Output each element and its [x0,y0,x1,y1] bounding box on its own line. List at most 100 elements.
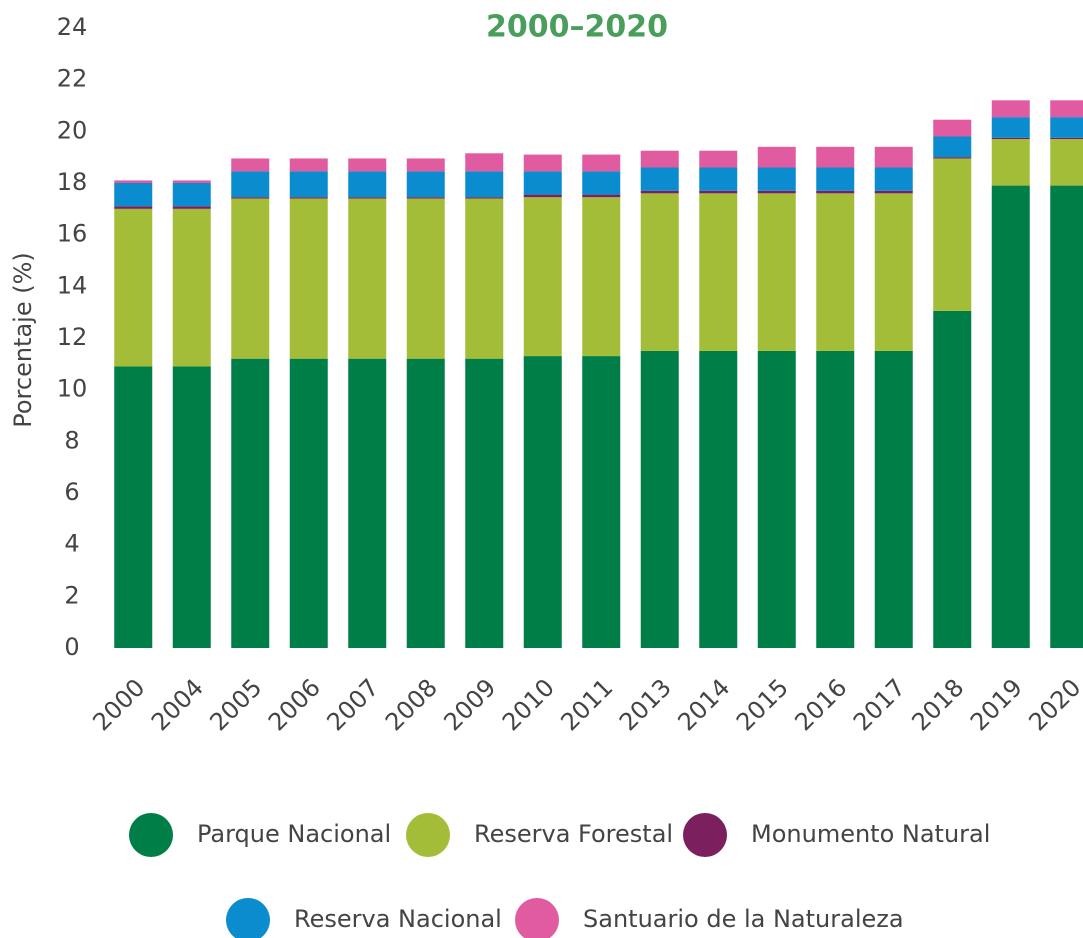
bar-segment [289,171,328,198]
bar-segment [699,350,738,648]
bar-segment [699,193,738,351]
bar-segment [348,158,387,172]
bar-segment [114,366,153,648]
bar-segment [231,171,270,198]
bar-segment [523,171,562,195]
bar-segment [991,100,1030,118]
bar-segment [874,167,913,191]
bar-segment [231,197,270,199]
chart-title: 2000–2020 [486,10,668,45]
bar-segment [640,167,679,191]
legend-swatch [129,813,173,857]
bar-segment [757,193,796,351]
bar-segment [933,119,972,137]
x-tick-label: 2005 [204,673,267,736]
bar-segment [172,366,211,648]
bar-segment [933,136,972,158]
bar-segment [757,190,796,194]
y-tick-label: 20 [57,116,88,144]
bar-segment [582,194,621,198]
bar-segment [757,167,796,191]
bar-segment [1050,185,1083,649]
bar-segment [348,197,387,199]
legend-swatch [515,898,559,938]
bar-segment [874,146,913,168]
y-axis-label: Porcentaje (%) [9,252,37,428]
bar-segment [172,183,211,207]
bar-segment [1050,100,1083,118]
x-tick-label: 2000 [87,673,150,736]
bar-segment [933,310,972,648]
legend-label: Santuario de la Naturaleza [583,905,904,933]
x-tick-label: 2015 [731,673,794,736]
bar-segment [465,153,504,172]
y-tick-label: 10 [57,375,88,403]
x-tick-label: 2007 [321,673,384,736]
bar-segment [465,171,504,198]
bar-segment [816,190,855,194]
y-tick-label: 22 [57,65,88,93]
bar-segment [816,193,855,351]
legend-label: Reserva Nacional [294,905,502,933]
bar-segment [1050,137,1083,140]
x-tick-label: 2017 [848,673,911,736]
x-tick-label: 2009 [438,673,501,736]
bar-segment [114,183,153,207]
bar-segment [348,171,387,198]
y-tick-label: 16 [57,220,88,248]
y-tick-label: 4 [64,530,79,558]
legend-label: Reserva Forestal [474,820,673,848]
x-tick-label: 2014 [672,673,735,736]
bar-segment [523,194,562,198]
bar-segment [699,150,738,168]
x-tick-label: 2019 [965,673,1028,736]
bar-segment [231,158,270,172]
bar-segment [231,198,270,359]
bar-segment [172,206,211,209]
y-tick-label: 14 [57,271,88,299]
bar-segment [640,350,679,648]
legend-swatch [226,898,270,938]
y-tick-label: 8 [64,426,79,454]
bar-segment [699,190,738,194]
y-tick-label: 0 [64,633,79,661]
x-tick-label: 2016 [789,673,852,736]
x-tick-label: 2010 [497,673,560,736]
bar-segment [874,193,913,351]
bar-segment [406,171,445,198]
bar-segment [757,350,796,648]
legend-label: Monumento Natural [751,820,990,848]
x-tick-label: 2004 [146,673,209,736]
bar-segment [465,197,504,199]
bar-segment [406,358,445,648]
bar-segment [1050,117,1083,138]
y-tick-label: 6 [64,478,79,506]
bar-segment [582,197,621,357]
bar-segment [874,350,913,648]
bar-segment [348,358,387,648]
bar-segment [172,180,211,183]
bar-segment [114,208,153,367]
bar-segment [172,208,211,367]
bar-segment [523,356,562,648]
bar-segment [114,206,153,209]
bar-segment [289,158,328,172]
bar-segment [582,154,621,172]
x-tick-label: 2018 [906,673,969,736]
bar-segment [406,158,445,172]
bar-segment [640,190,679,194]
bar-segment [640,193,679,351]
bar-segment [1050,139,1083,186]
bar-segment [465,198,504,359]
y-tick-label: 12 [57,323,88,351]
bar-segment [348,198,387,359]
y-tick-label: 24 [57,13,88,41]
bar-segment [406,197,445,199]
bar-segment [991,185,1030,649]
bar-segment [933,157,972,159]
bar-segment [874,190,913,194]
x-tick-label: 2008 [380,673,443,736]
bar-segment [289,198,328,359]
bar-segment [699,167,738,191]
